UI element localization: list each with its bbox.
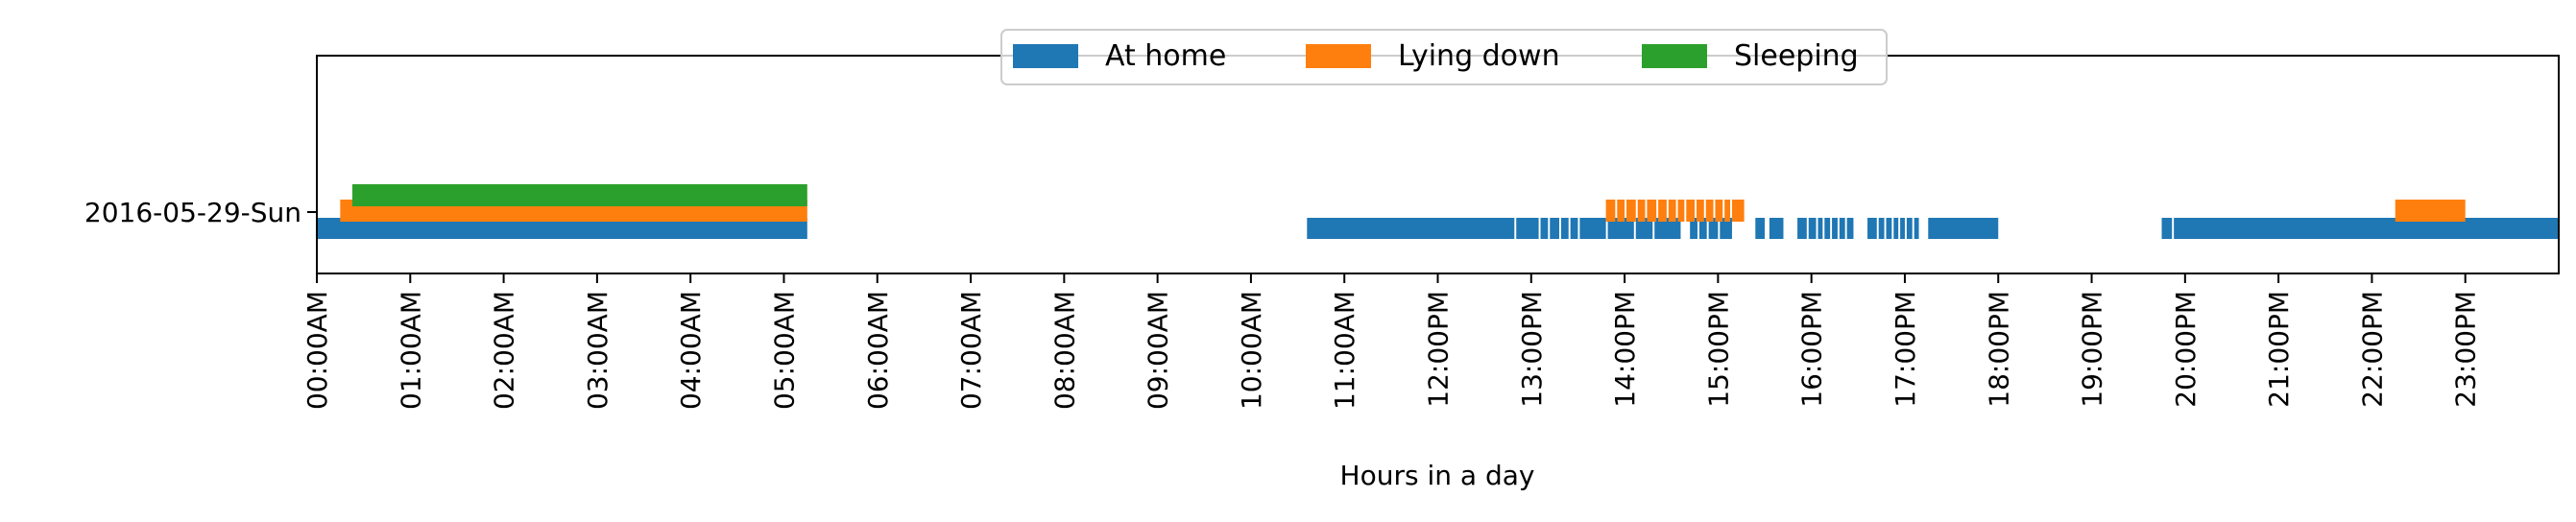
bar-at-home-26 (1886, 218, 1892, 239)
bar-lying-down-9 (1686, 200, 1696, 222)
legend-label-sleeping: Sleeping (1734, 39, 1859, 73)
x-tick-label-3: 03:00AM (582, 291, 614, 410)
legend: At home Lying down Sleeping (1000, 29, 1888, 85)
x-tick-label-14: 14:00PM (1609, 291, 1641, 408)
x-tick-label-17: 17:00PM (1890, 291, 1921, 408)
bar-at-home-7 (1579, 218, 1606, 239)
bar-at-home-14 (1720, 218, 1732, 239)
legend-swatch-at-home (1013, 44, 1078, 68)
x-tick-label-8: 08:00AM (1048, 291, 1080, 410)
x-axis: 00:00AM 01:00AM 02:00AM 03:00AM 04:00AM 05:00… (301, 273, 2482, 410)
x-tick-label-7: 07:00AM (955, 291, 987, 410)
bar-lying-down-4 (1637, 200, 1646, 222)
x-tick-label-21: 21:00PM (2263, 291, 2295, 408)
bar-at-home-16 (1769, 218, 1784, 239)
bar-lying-down-11 (1705, 200, 1714, 222)
x-tick-label-9: 09:00AM (1143, 291, 1174, 410)
bar-at-home-23 (1846, 218, 1854, 239)
bar-at-home-24 (1867, 218, 1877, 239)
bar-lying-down-7 (1668, 200, 1676, 222)
bar-at-home-32 (2161, 218, 2173, 239)
bar-lying-down-15 (2395, 200, 2466, 222)
bar-at-home-12 (1698, 218, 1707, 239)
bar-sleeping-0 (351, 184, 807, 206)
bar-at-home-27 (1893, 218, 1899, 239)
legend-label-lying-down: Lying down (1398, 39, 1560, 73)
bar-at-home-20 (1824, 218, 1831, 239)
bar-at-home-15 (1755, 218, 1766, 239)
bar-at-home-10 (1654, 218, 1681, 239)
bar-at-home-8 (1607, 218, 1634, 239)
bar-lying-down-14 (1731, 200, 1745, 222)
x-tick-label-20: 20:00PM (2170, 291, 2202, 408)
y-axis: 2016-05-29-Sun (84, 197, 317, 228)
x-tick-label-4: 04:00AM (675, 291, 707, 410)
series-sleeping (351, 184, 807, 206)
bar-at-home-31 (1928, 218, 1999, 239)
legend-box (1000, 29, 1888, 85)
bar-at-home-30 (1914, 218, 1919, 239)
legend-swatch-sleeping (1642, 44, 1707, 68)
x-axis-label: Hours in a day (1340, 460, 1535, 491)
bar-lying-down-13 (1724, 200, 1731, 222)
bar-lying-down-6 (1658, 200, 1667, 222)
bar-lying-down-5 (1647, 200, 1657, 222)
bar-at-home-4 (1550, 218, 1559, 239)
x-tick-label-10: 10:00AM (1236, 291, 1267, 410)
bar-at-home-1 (1307, 218, 1515, 239)
x-tick-label-11: 11:00AM (1329, 291, 1360, 410)
bar-at-home-13 (1708, 218, 1719, 239)
bar-at-home-21 (1832, 218, 1838, 239)
bar-lying-down-8 (1677, 200, 1685, 222)
legend-label-at-home: At home (1105, 39, 1226, 73)
series-at-home (317, 218, 2559, 239)
bar-at-home-28 (1900, 218, 1905, 239)
bar-at-home-19 (1818, 218, 1823, 239)
bar-lying-down-1 (1605, 200, 1616, 222)
x-tick-label-18: 18:00PM (1983, 291, 2014, 408)
y-tick-label-0: 2016-05-29-Sun (84, 197, 301, 228)
x-tick-label-1: 01:00AM (395, 291, 426, 410)
bar-lying-down-10 (1696, 200, 1704, 222)
bar-at-home-18 (1808, 218, 1817, 239)
x-tick-label-16: 16:00PM (1796, 291, 1828, 408)
x-tick-label-2: 02:00AM (489, 291, 520, 410)
x-tick-label-23: 23:00PM (2450, 291, 2482, 408)
x-tick-label-22: 22:00PM (2356, 291, 2388, 408)
bar-at-home-5 (1560, 218, 1569, 239)
bar-at-home-33 (2174, 218, 2559, 239)
bar-at-home-11 (1690, 218, 1697, 239)
x-tick-label-5: 05:00AM (768, 291, 800, 410)
bar-at-home-25 (1878, 218, 1885, 239)
bar-lying-down-3 (1626, 200, 1636, 222)
bar-at-home-0 (317, 218, 807, 239)
x-tick-label-6: 06:00AM (862, 291, 894, 410)
bar-at-home-22 (1839, 218, 1845, 239)
bar-at-home-17 (1797, 218, 1807, 239)
legend-swatch-lying-down (1306, 44, 1371, 68)
bar-at-home-2 (1516, 218, 1539, 239)
x-tick-label-15: 15:00PM (1702, 291, 1734, 408)
bar-lying-down-2 (1617, 200, 1625, 222)
x-tick-label-13: 13:00PM (1516, 291, 1548, 408)
bar-at-home-3 (1540, 218, 1549, 239)
bar-at-home-9 (1635, 218, 1653, 239)
bar-at-home-6 (1570, 218, 1578, 239)
bar-lying-down-12 (1715, 200, 1723, 222)
x-tick-label-19: 19:00PM (2077, 291, 2108, 408)
bar-at-home-29 (1906, 218, 1913, 239)
x-tick-label-12: 12:00PM (1423, 291, 1455, 408)
bars-layer (317, 184, 2559, 239)
x-tick-label-0: 00:00AM (301, 291, 333, 410)
